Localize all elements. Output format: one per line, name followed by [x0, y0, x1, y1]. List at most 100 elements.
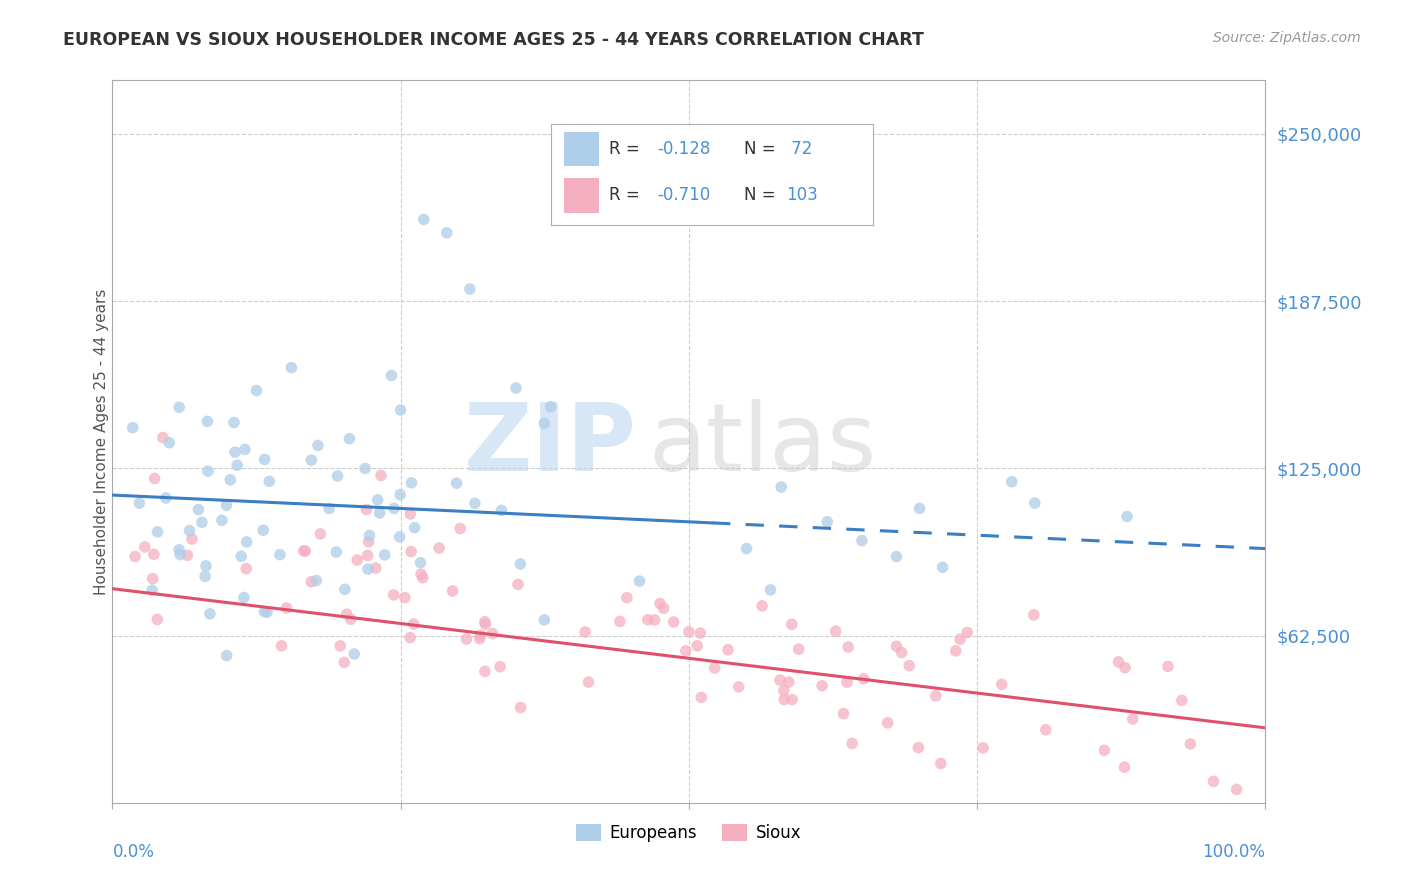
Point: [336, 607, 359, 621]
Point: [292, 544, 315, 558]
Point: [222, 416, 245, 430]
Point: [309, 527, 332, 541]
Point: [1202, 774, 1225, 789]
Point: [359, 528, 381, 542]
Point: [773, 692, 796, 706]
Point: [772, 683, 794, 698]
Point: [628, 574, 651, 588]
Y-axis label: Householder Income Ages 25 - 44 years: Householder Income Ages 25 - 44 years: [94, 288, 108, 595]
Point: [121, 420, 143, 434]
Point: [506, 577, 529, 591]
Point: [616, 591, 638, 605]
Point: [253, 452, 276, 467]
Point: [1122, 712, 1144, 726]
Text: Source: ZipAtlas.com: Source: ZipAtlas.com: [1213, 31, 1361, 45]
Point: [876, 715, 898, 730]
Point: [380, 368, 402, 383]
Point: [427, 541, 450, 555]
Point: [231, 549, 253, 564]
Point: [346, 553, 368, 567]
Point: [325, 545, 347, 559]
Point: [929, 756, 952, 771]
Point: [155, 491, 177, 505]
Point: [972, 740, 994, 755]
Point: [226, 458, 249, 473]
Point: [1114, 760, 1136, 774]
Point: [474, 665, 496, 679]
Point: [449, 521, 471, 535]
Point: [898, 658, 921, 673]
Point: [169, 548, 191, 562]
Point: [703, 661, 725, 675]
Point: [652, 601, 675, 615]
Point: [259, 475, 281, 489]
Point: [235, 535, 257, 549]
Point: [1226, 782, 1249, 797]
Point: [886, 640, 908, 654]
Point: [644, 613, 666, 627]
Point: [299, 574, 322, 589]
Point: [509, 557, 531, 571]
Point: [945, 644, 967, 658]
Point: [1180, 737, 1202, 751]
Point: [343, 647, 366, 661]
Point: [925, 689, 948, 703]
Point: [194, 569, 217, 583]
Point: [326, 469, 349, 483]
Point: [464, 496, 486, 510]
Point: [759, 582, 782, 597]
Point: [1022, 607, 1045, 622]
Point: [339, 612, 361, 626]
Point: [446, 476, 468, 491]
Point: [256, 605, 278, 619]
Point: [835, 675, 858, 690]
Point: [1157, 659, 1180, 673]
Point: [470, 628, 492, 642]
Point: [908, 501, 931, 516]
Point: [187, 502, 209, 516]
Point: [662, 615, 685, 629]
Point: [215, 648, 238, 663]
Point: [333, 582, 356, 597]
Point: [356, 502, 378, 516]
Point: [232, 591, 254, 605]
Point: [769, 673, 792, 687]
Point: [609, 615, 631, 629]
Point: [1114, 661, 1136, 675]
Point: [280, 360, 302, 375]
Point: [412, 571, 434, 585]
Point: [176, 549, 198, 563]
Point: [364, 561, 387, 575]
Point: [533, 613, 555, 627]
Point: [931, 560, 953, 574]
Point: [198, 607, 221, 621]
Point: [824, 624, 846, 639]
Point: [689, 626, 711, 640]
Point: [787, 642, 810, 657]
Point: [146, 612, 169, 626]
Point: [167, 542, 190, 557]
Point: [367, 492, 389, 507]
Point: [157, 435, 180, 450]
Point: [886, 549, 908, 564]
Text: ZIP: ZIP: [464, 399, 637, 491]
Point: [307, 438, 329, 452]
Point: [837, 640, 859, 654]
Point: [458, 282, 481, 296]
Point: [299, 453, 322, 467]
Point: [181, 532, 204, 546]
Point: [402, 617, 425, 632]
Point: [143, 471, 166, 485]
Point: [852, 672, 875, 686]
Point: [270, 639, 292, 653]
Point: [399, 631, 422, 645]
Point: [128, 496, 150, 510]
Point: [179, 524, 201, 538]
Point: [399, 544, 422, 558]
Point: [1171, 693, 1194, 707]
Point: [339, 432, 361, 446]
Point: [374, 548, 396, 562]
Point: [474, 615, 496, 629]
Point: [152, 430, 174, 444]
Point: [356, 549, 378, 563]
